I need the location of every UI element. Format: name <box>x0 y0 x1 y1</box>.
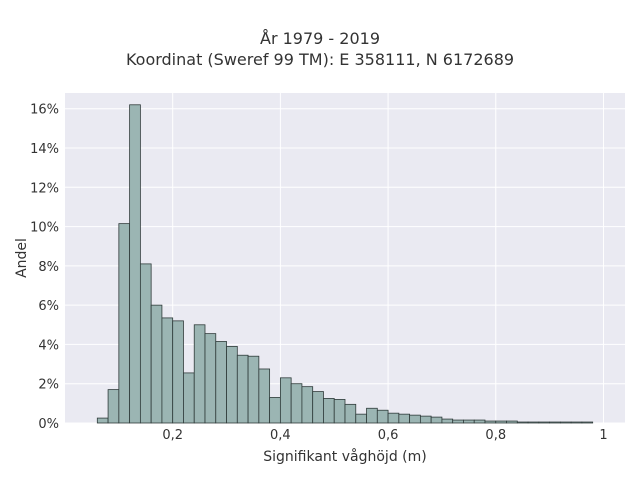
histogram-bar <box>398 413 411 424</box>
histogram-bar <box>96 417 109 424</box>
histogram-bar <box>463 419 475 424</box>
histogram-bar <box>236 354 249 424</box>
histogram-bar <box>538 421 551 424</box>
y-tick-label: 0% <box>38 417 59 432</box>
y-tick-label: 16% <box>30 103 59 118</box>
x-tick-label: 1 <box>599 428 607 443</box>
histogram-bar <box>172 320 184 424</box>
histogram-bar <box>570 421 583 424</box>
y-tick-label: 2% <box>38 378 59 393</box>
histogram-bar <box>301 386 314 424</box>
histogram-bar <box>204 333 217 424</box>
histogram-bar <box>355 413 367 424</box>
histogram-bar <box>129 104 141 424</box>
y-tick-label: 10% <box>30 221 59 236</box>
histogram-bar <box>387 412 400 424</box>
x-tick-label: 0,6 <box>378 428 399 443</box>
y-tick-label: 8% <box>38 260 59 275</box>
y-tick-label: 12% <box>30 181 59 196</box>
histogram-bar <box>161 317 174 424</box>
histogram-bar <box>139 263 152 424</box>
y-tick-label: 4% <box>38 338 59 353</box>
histogram-bar <box>549 421 561 424</box>
histogram-bar <box>226 345 238 424</box>
histogram-bar <box>366 407 378 424</box>
y-tick-label: 6% <box>38 299 59 314</box>
histogram-bar <box>419 415 432 424</box>
histogram-bar <box>150 304 163 424</box>
histogram-bar <box>581 421 594 424</box>
histogram-bar <box>484 420 497 424</box>
histogram-bar <box>430 416 443 424</box>
histogram-bar <box>344 403 357 424</box>
histogram-bar <box>495 420 507 424</box>
histogram-bar <box>323 398 335 424</box>
grid-lines <box>65 93 625 424</box>
bars <box>96 104 594 424</box>
y-tick-label: 14% <box>30 142 59 157</box>
histogram-bar <box>290 383 303 424</box>
x-tick-label: 0,4 <box>270 428 291 443</box>
histogram-bar <box>527 421 540 424</box>
histogram-bar <box>441 418 454 424</box>
histogram-bar <box>312 391 324 424</box>
x-axis-ticks: 0,2 0,4 0,6 0,8 1 <box>162 428 607 443</box>
histogram-bar <box>409 414 421 424</box>
histogram-bar <box>473 419 486 424</box>
histogram-bar <box>376 409 389 424</box>
histogram-bar <box>118 223 131 424</box>
histogram-bar <box>269 397 281 424</box>
x-tick-label: 0,2 <box>162 428 183 443</box>
chart-subtitle: Koordinat (Sweref 99 TM): E 358111, N 61… <box>125 50 515 69</box>
histogram-bar <box>193 324 206 424</box>
y-axis-label: Andel <box>14 238 30 278</box>
x-axis-label: Signifikant våghöjd (m) <box>263 448 426 465</box>
histogram-bar <box>559 421 572 424</box>
histogram-bar <box>516 421 529 424</box>
y-axis-ticks: 0% 2% 4% 6% 8% 10% 12% 14% 16% <box>30 103 59 432</box>
x-tick-label: 0,8 <box>485 428 506 443</box>
histogram-bar <box>183 372 195 424</box>
histogram-bar <box>215 341 227 424</box>
chart-title: År 1979 - 2019 <box>260 29 380 48</box>
histogram-bar <box>279 377 292 424</box>
histogram-bar <box>333 399 346 424</box>
histogram-bar <box>506 420 518 424</box>
histogram-bar <box>107 389 120 424</box>
histogram-bar <box>452 419 464 424</box>
histogram-bar <box>247 355 260 424</box>
histogram-bar <box>258 368 271 424</box>
